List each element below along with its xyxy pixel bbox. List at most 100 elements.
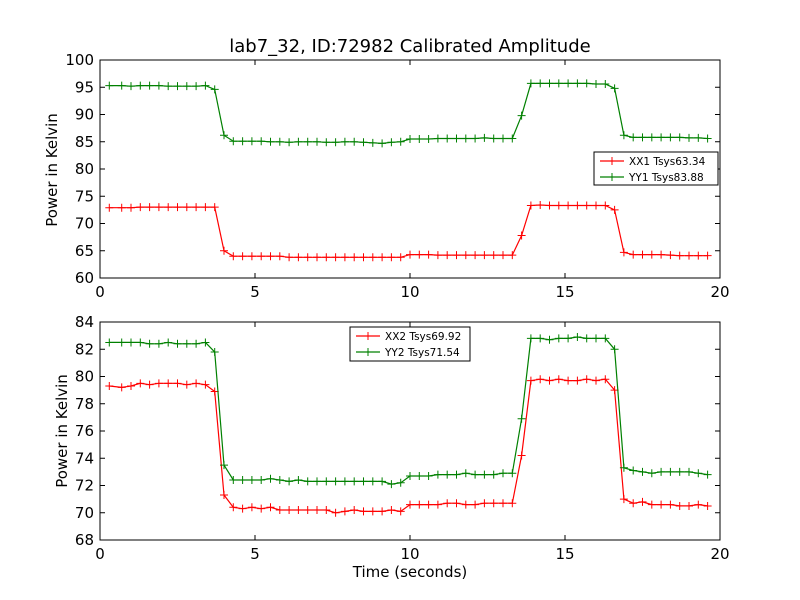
top-data-point (368, 138, 377, 147)
bottom-data-point (238, 504, 247, 513)
top-data-point (238, 137, 247, 146)
bottom-data-point (331, 477, 340, 486)
top-data-point (415, 135, 424, 144)
bottom-data-point (117, 338, 126, 347)
bottom-y-tick-label: 78 (75, 395, 94, 413)
bottom-data-point (638, 467, 647, 476)
bottom-data-point (480, 499, 489, 508)
bottom-data-point (582, 375, 591, 384)
top-data-point (545, 201, 554, 210)
bottom-data-point (415, 500, 424, 509)
bottom-data-point (573, 332, 582, 341)
bottom-data-point (443, 499, 452, 508)
top-data-point (517, 111, 526, 120)
x-axis-label: Time (seconds) (352, 563, 468, 581)
top-data-point (433, 251, 442, 260)
bottom-data-point (294, 476, 303, 485)
bottom-data-point (294, 506, 303, 515)
top-data-point (536, 200, 545, 209)
bottom-data-point (489, 499, 498, 508)
bottom-data-point (508, 469, 517, 478)
top-data-point (331, 253, 340, 262)
chart-title: lab7_32, ID:72982 Calibrated Amplitude (229, 36, 590, 57)
top-data-point (285, 138, 294, 147)
bottom-data-point (201, 380, 210, 389)
bottom-data-point (387, 480, 396, 489)
bottom-x-tick-label: 5 (250, 545, 260, 563)
bottom-data-point (117, 383, 126, 392)
top-data-point (703, 251, 712, 260)
top-data-point (443, 251, 452, 260)
bottom-data-point (517, 414, 526, 423)
top-data-point (592, 201, 600, 210)
bottom-data-point (638, 497, 647, 506)
bottom-data-point (164, 338, 173, 347)
top-data-point (638, 250, 647, 259)
top-data-point (573, 201, 582, 210)
bottom-data-point (694, 500, 703, 509)
bottom-data-point (489, 470, 498, 479)
top-data-point (573, 79, 582, 88)
bottom-data-point (350, 506, 359, 515)
top-data-point (229, 252, 238, 261)
top-data-point (499, 251, 507, 260)
top-data-point (303, 137, 312, 146)
top-data-point (564, 79, 573, 88)
top-data-point (247, 252, 256, 261)
bottom-data-point (105, 382, 114, 391)
top-data-point (545, 79, 554, 88)
bottom-data-point (182, 339, 191, 348)
top-plot-frame (99, 59, 721, 279)
top-data-point (443, 134, 452, 143)
top-data-point (275, 252, 284, 261)
top-data-point (536, 79, 545, 88)
top-data-point (499, 134, 507, 143)
top-data-point (657, 250, 666, 259)
bottom-data-point (105, 338, 114, 347)
bottom-y-tick-label: 80 (75, 368, 94, 386)
top-data-point (526, 201, 535, 210)
bottom-data-point (536, 334, 545, 343)
bottom-y-tick-label: 74 (75, 449, 94, 467)
bottom-data-point (675, 467, 684, 476)
top-data-point (322, 253, 331, 262)
bottom-data-point (424, 500, 433, 509)
bottom-data-point (406, 500, 414, 509)
top-data-point (238, 252, 247, 261)
bottom-data-point (145, 380, 154, 389)
top-data-point (164, 82, 173, 91)
top-data-point (601, 201, 610, 210)
bottom-data-point (229, 503, 238, 512)
top-y-tick-label: 100 (65, 51, 94, 69)
top-legend-box (593, 151, 719, 186)
bottom-data-point (666, 467, 675, 476)
top-data-point (396, 253, 405, 262)
top-data-point (294, 253, 303, 262)
bottom-data-point (396, 507, 405, 516)
bottom-data-point (257, 476, 266, 485)
top-data-point (415, 250, 424, 259)
bottom-data-point (424, 471, 433, 480)
top-data-point (694, 133, 703, 142)
top-legend-marker (608, 157, 616, 165)
bottom-series-1 (105, 375, 712, 517)
bottom-data-point (471, 470, 480, 479)
top-data-point (554, 79, 563, 88)
top-y-tick-label: 70 (75, 215, 94, 233)
bottom-data-point (154, 339, 163, 348)
bottom-y-tick-label: 68 (75, 531, 94, 549)
top-data-point (359, 253, 368, 262)
bottom-data-point (154, 379, 163, 388)
bottom-legend-box (349, 326, 471, 362)
bottom-data-point (433, 470, 442, 479)
top-data-point (154, 81, 163, 90)
top-data-point (294, 137, 303, 146)
bottom-data-point (210, 347, 219, 356)
bottom-data-point (266, 503, 275, 512)
top-data-point (424, 135, 433, 144)
top-data-point (396, 137, 405, 146)
bottom-data-point (127, 382, 135, 391)
bottom-data-point (526, 334, 535, 343)
top-data-point (127, 203, 135, 212)
top-data-point (210, 85, 219, 94)
